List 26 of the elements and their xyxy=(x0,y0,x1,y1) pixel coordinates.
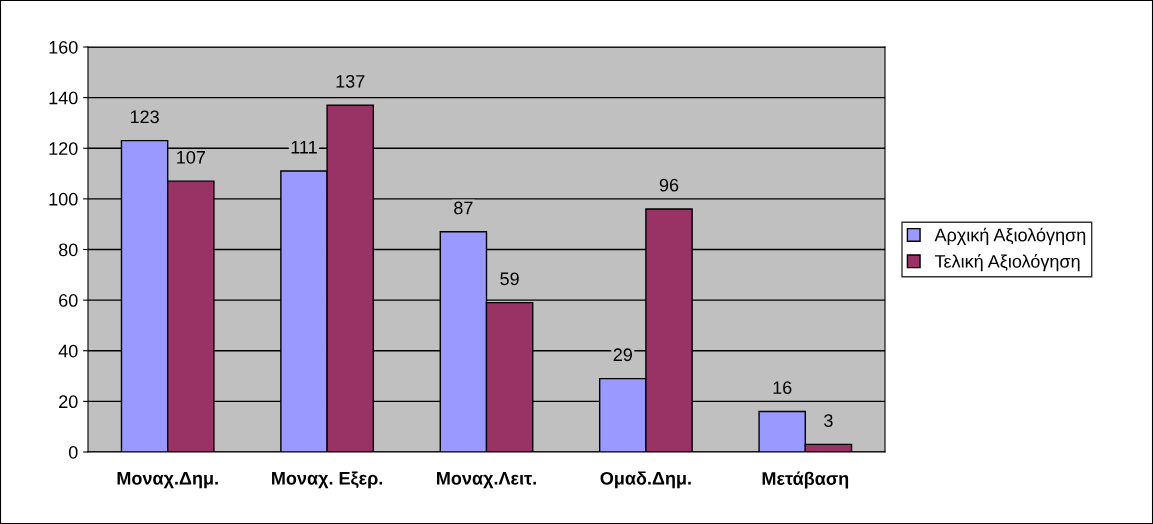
y-tick-label: 0 xyxy=(68,445,78,459)
legend-label: Αρχική Αξιολόγηση xyxy=(934,227,1086,245)
x-tick-label: Μοναχ.Λειτ. xyxy=(437,472,536,489)
data-label: 137 xyxy=(336,74,365,88)
data-label: 87 xyxy=(454,201,473,215)
legend-label: Τελική Αξιολόγηση xyxy=(934,254,1080,272)
y-tick-label: 140 xyxy=(49,91,78,105)
data-label: 96 xyxy=(659,178,679,192)
y-tick-label: 160 xyxy=(49,40,78,54)
y-tick-label: 100 xyxy=(49,192,78,206)
y-tick-label: 80 xyxy=(58,243,78,257)
x-tick-label: Ομαδ.Δημ. xyxy=(600,471,691,489)
y-tick-label: 20 xyxy=(59,395,78,409)
data-label: 107 xyxy=(177,150,205,164)
y-tick-label: 40 xyxy=(58,344,78,358)
data-label: 3 xyxy=(824,414,833,427)
y-tick-label: 60 xyxy=(59,294,78,307)
data-label: 16 xyxy=(773,381,792,395)
y-tick-label: 120 xyxy=(49,142,78,155)
data-label: 111 xyxy=(291,140,317,154)
data-label: 123 xyxy=(130,110,159,124)
x-tick-label: Μοναχ.Δημ. xyxy=(117,472,218,489)
x-tick-label: Μετάβαση xyxy=(762,471,849,489)
data-label: 29 xyxy=(613,348,632,362)
x-tick-label: Μοναχ. Εξερ. xyxy=(272,471,383,489)
data-label: 59 xyxy=(500,272,519,286)
